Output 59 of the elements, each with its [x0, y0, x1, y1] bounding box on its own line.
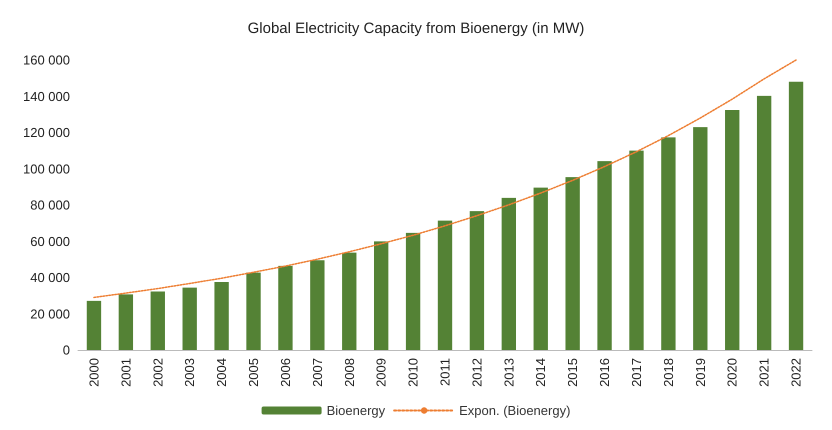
- y-tick-label: 40 000: [30, 270, 70, 285]
- bar: [214, 282, 229, 350]
- x-tick-label: 2015: [565, 358, 580, 387]
- bar: [310, 260, 325, 350]
- bar: [502, 198, 516, 350]
- bar: [565, 177, 580, 350]
- x-tick-label: 2017: [628, 358, 644, 387]
- bar: [118, 294, 134, 350]
- bar: [374, 241, 388, 350]
- x-tick-label: 2009: [374, 358, 389, 387]
- bar: [629, 150, 644, 350]
- y-tick-label: 60 000: [30, 234, 70, 249]
- bar: [438, 220, 452, 350]
- x-tick-label: 2012: [469, 358, 484, 387]
- y-tick-label: 80 000: [30, 198, 70, 212]
- y-tick-label: 0: [62, 342, 70, 358]
- x-tick-label: 2010: [406, 358, 421, 387]
- bar: [661, 137, 676, 350]
- y-tick-label: 140 000: [23, 88, 70, 104]
- x-tick-label: 2000: [86, 358, 102, 387]
- bar: [597, 161, 612, 350]
- x-tick-label: 2001: [118, 358, 134, 387]
- x-tick-label: 2014: [533, 358, 548, 387]
- bar: [342, 252, 356, 350]
- line-series: [93, 59, 797, 298]
- x-tick-label: 2013: [501, 358, 516, 387]
- bar: [246, 272, 261, 350]
- x-tick-label: 2020: [724, 358, 740, 387]
- x-tick-label: 2021: [756, 358, 772, 387]
- x-tick-label: 2011: [438, 358, 452, 386]
- x-tick-label: 2006: [278, 358, 293, 387]
- bar: [725, 110, 740, 350]
- bar: [278, 266, 293, 350]
- bar: [788, 82, 804, 350]
- bar: [150, 291, 165, 350]
- x-tick-label: 2005: [246, 358, 262, 387]
- bar: [693, 127, 708, 350]
- bar: [406, 232, 420, 350]
- y-tick-label: 20 000: [30, 306, 70, 322]
- legend-label: Bioenergy: [326, 403, 386, 418]
- legend-label: Expon. (Bioenergy): [459, 403, 570, 418]
- bar: [86, 300, 102, 350]
- x-tick-label: 2008: [342, 358, 357, 387]
- y-tick-label: 100 000: [23, 161, 70, 176]
- y-tick-label: 120 000: [23, 125, 70, 140]
- x-tick-label: 2016: [597, 358, 612, 387]
- bar: [534, 188, 548, 350]
- x-tick-label: 2003: [182, 358, 198, 387]
- x-tick-label: 2019: [692, 358, 708, 387]
- bar: [756, 96, 772, 350]
- chart-title: Global Electricity Capacity from Bioenergy (in MW): [248, 20, 584, 37]
- bar: [470, 211, 484, 350]
- bar: [182, 288, 197, 350]
- x-tick-label: 2007: [310, 358, 325, 387]
- y-tick-label: 160 000: [23, 52, 70, 68]
- x-tick-label: 2004: [214, 358, 230, 387]
- x-tick-label: 2022: [788, 358, 804, 387]
- x-tick-label: 2002: [150, 358, 166, 387]
- x-tick-label: 2018: [660, 358, 676, 387]
